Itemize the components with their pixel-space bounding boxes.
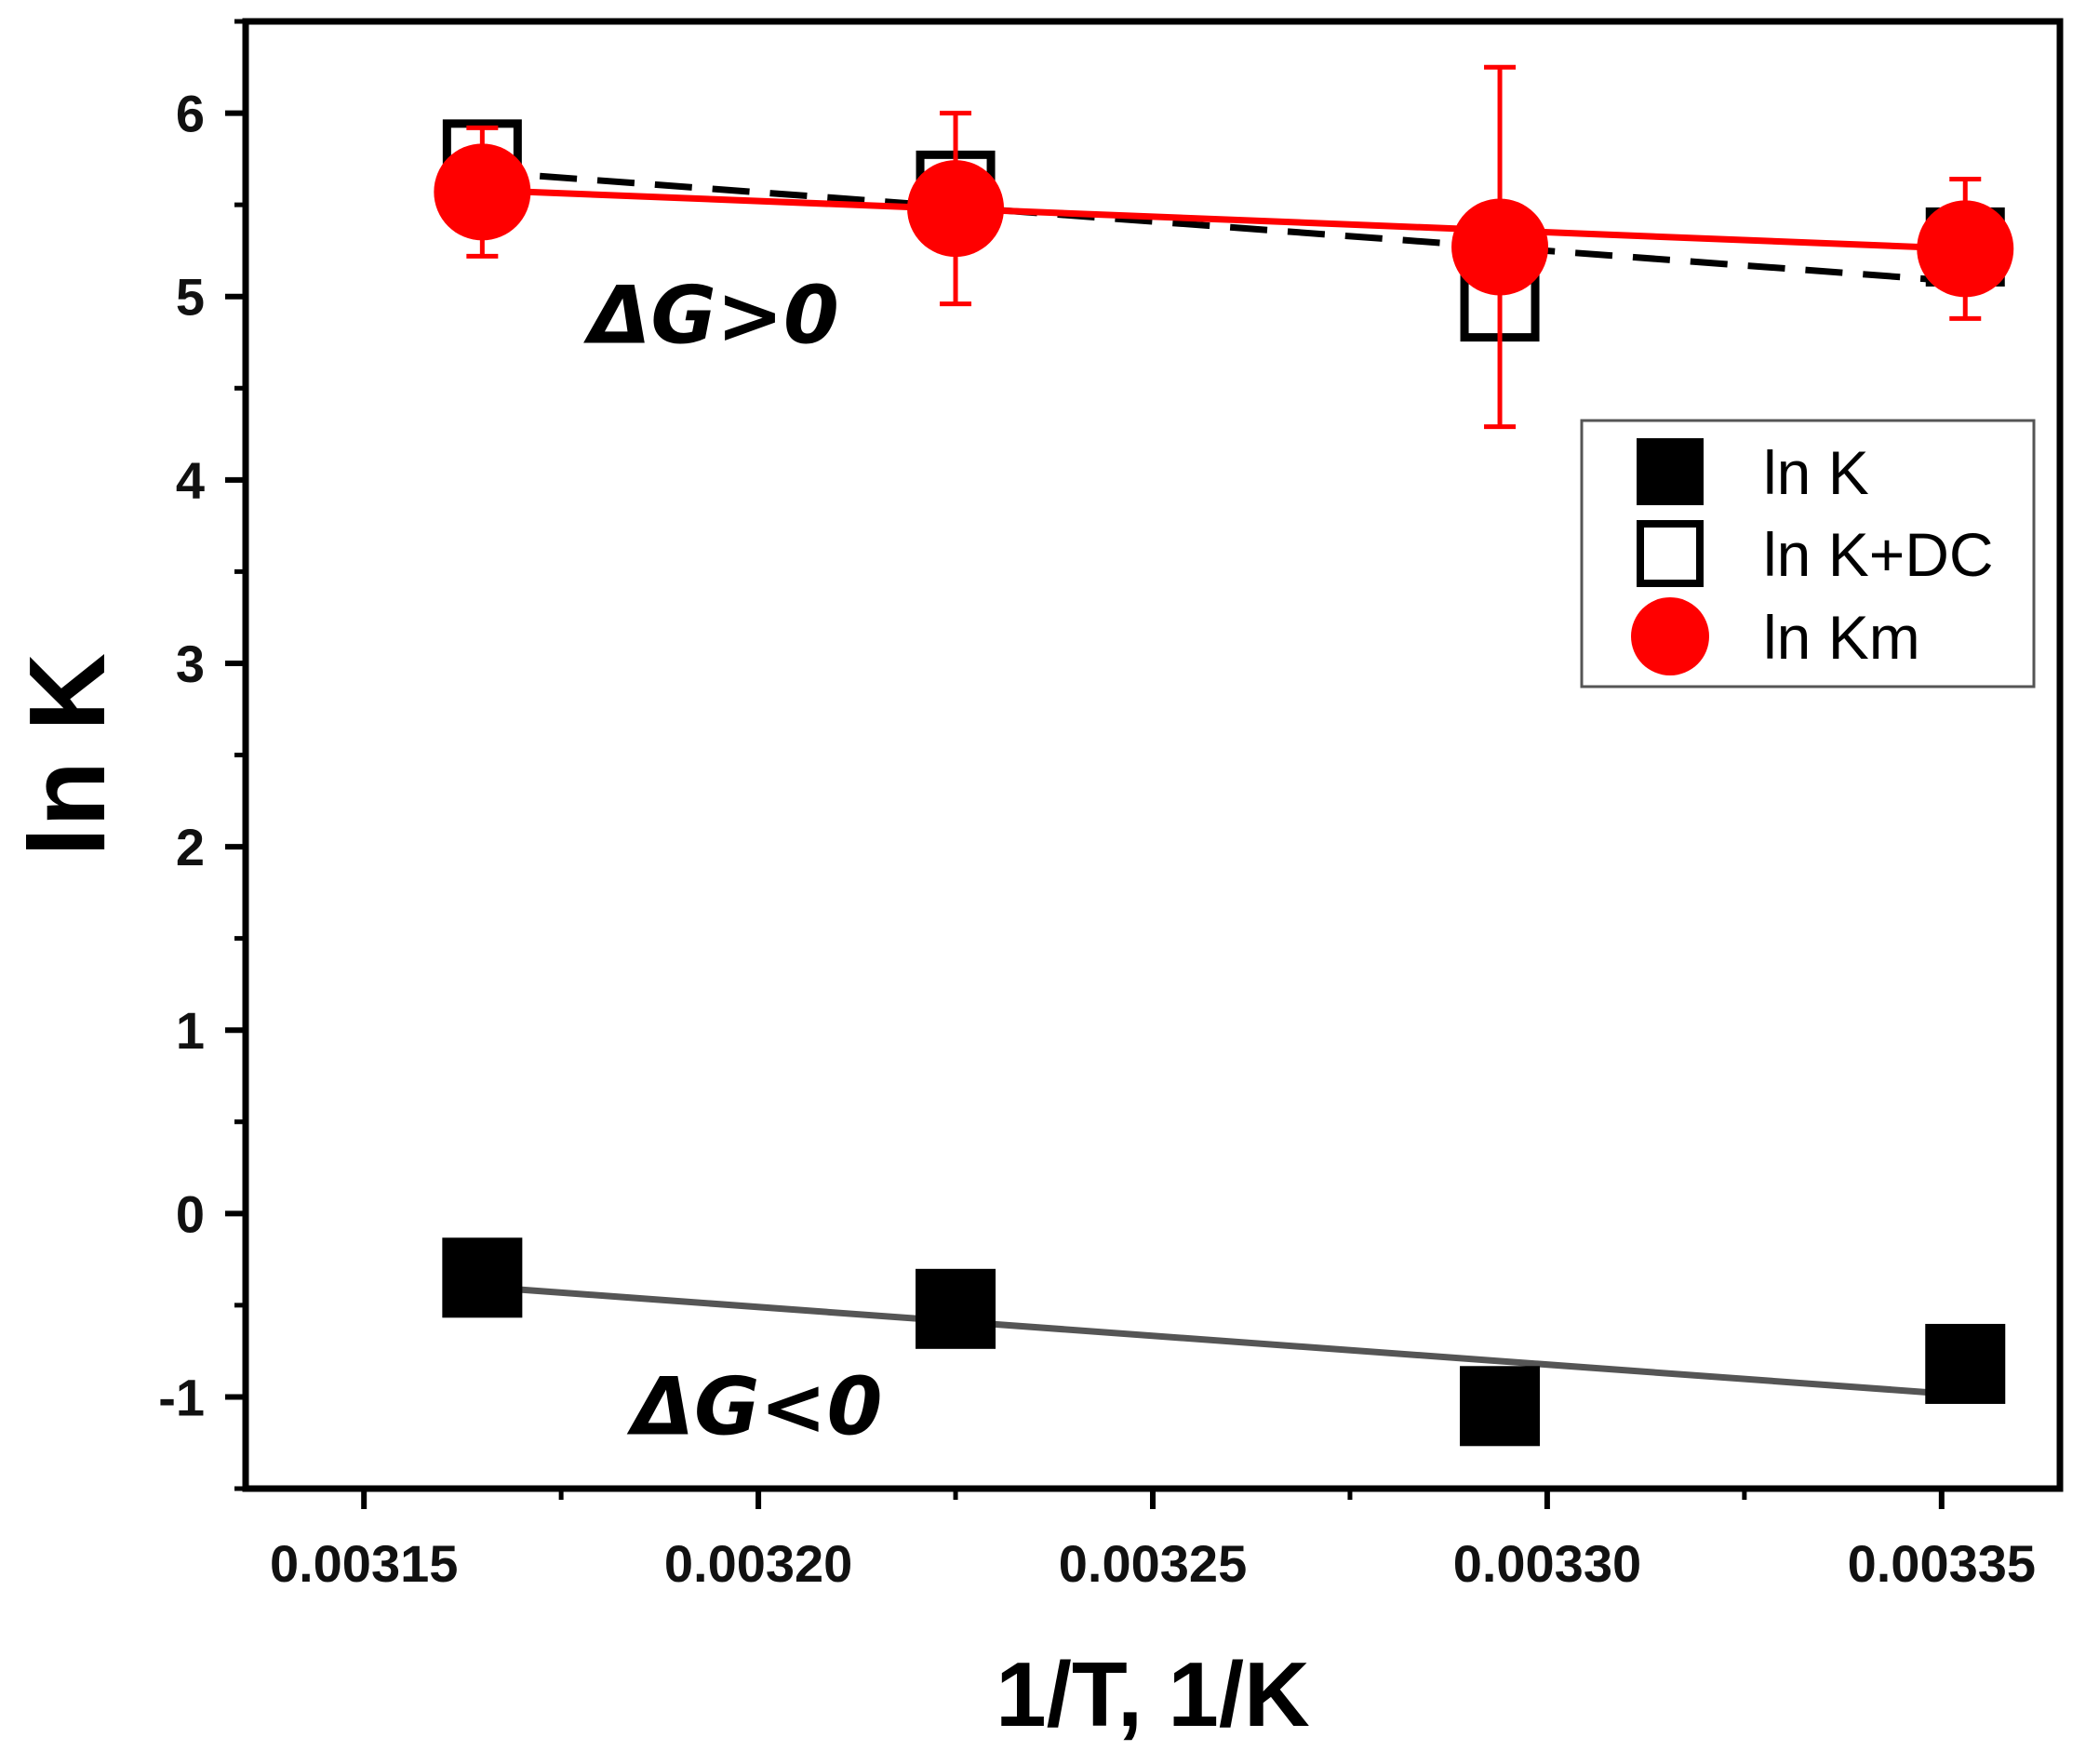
fit-line-1 [482,168,1966,286]
legend-swatch-ln-k [1637,438,1704,505]
marker-ln-km [907,160,1005,258]
y-tick-label: 3 [176,635,205,693]
x-tick-label: 0.00320 [664,1534,852,1593]
marker-ln-km [434,143,531,241]
legend-swatch-ln-k-dc [1637,520,1704,587]
y-tick-label: -1 [158,1368,205,1426]
axes: 0.00315 0.00320 0.00325 0.00330 0.00335 -1 0 1 2… [158,19,2036,1593]
fit-line-2 [482,186,1966,252]
x-tick-label: 0.00335 [1848,1534,2036,1593]
legend-label: ln K+DC [1763,520,1994,589]
y-tick-label: 6 [176,85,205,143]
marker-ln-km [1451,198,1549,296]
y-tick-label: 0 [176,1184,205,1243]
legend-label: ln Km [1763,603,1920,672]
x-axis-title: 1/T, 1/K [996,1643,1310,1745]
annotation-0: ΔG>0 [583,269,839,362]
annotation-1: ΔG<0 [626,1360,882,1453]
fit-lines [482,168,1966,1398]
legend-label: ln K [1763,438,1869,507]
x-tick-label: 0.00315 [270,1534,458,1593]
marker-ln-k [1460,1366,1541,1447]
y-tick-label: 2 [176,818,205,876]
annotations: ΔG>0 ΔG<0 [583,269,883,1453]
y-tick-label: 5 [176,268,205,327]
marker-ln-k [442,1237,523,1318]
legend-swatch-ln-km [1631,597,1709,675]
y-tick-label: 1 [176,1001,205,1060]
y-axis-title: ln K [7,653,127,857]
x-tick-label: 0.00325 [1059,1534,1247,1593]
x-tick-label: 0.00330 [1453,1534,1641,1593]
marker-ln-k [916,1268,996,1349]
data-markers [434,64,2014,1447]
marker-ln-k [1925,1323,2006,1404]
y-tick-label: 4 [176,451,205,510]
marker-ln-km [1917,200,2014,298]
legend: ln K ln K+DC ln Km [1580,419,2036,688]
fit-line-0 [482,1283,1966,1398]
